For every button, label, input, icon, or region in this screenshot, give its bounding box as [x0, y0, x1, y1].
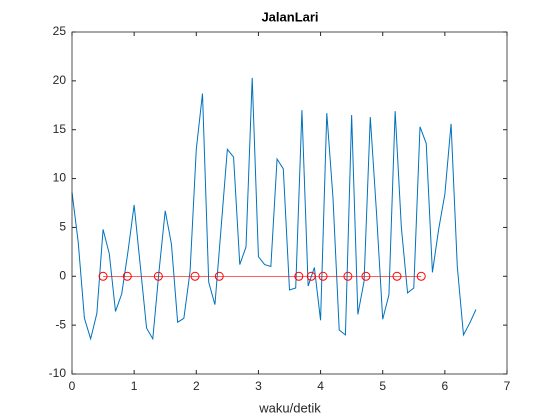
y-tick-label: -5	[55, 317, 66, 331]
x-tick-label: 3	[255, 379, 262, 393]
plot-area	[72, 32, 507, 374]
marker	[361, 271, 371, 281]
marker	[122, 271, 132, 281]
x-tick-label: 0	[69, 379, 76, 393]
marker	[153, 271, 163, 281]
y-tick-label: 5	[59, 220, 66, 234]
y-tick-label: 15	[53, 122, 67, 136]
marker	[214, 271, 224, 281]
x-axis-label: waku/detik	[258, 400, 321, 415]
marker	[343, 271, 353, 281]
y-tick-label: -10	[49, 366, 67, 380]
y-tick-label: 0	[59, 268, 66, 282]
x-tick-label: 6	[442, 379, 449, 393]
marker	[294, 271, 304, 281]
marker	[98, 271, 108, 281]
series-line	[71, 77, 477, 341]
marker	[416, 271, 426, 281]
y-tick-label: 20	[53, 73, 67, 87]
marker	[190, 271, 200, 281]
y-tick-label: 25	[53, 24, 67, 38]
chart-title: JalanLari	[261, 9, 318, 24]
x-tick-label: 7	[504, 379, 511, 393]
x-tick-label: 2	[193, 379, 200, 393]
marker	[318, 271, 328, 281]
y-tick-label: 10	[53, 171, 67, 185]
x-tick-label: 1	[131, 379, 138, 393]
x-tick-label: 4	[317, 379, 324, 393]
marker	[392, 271, 402, 281]
axes-box	[71, 31, 508, 375]
marker	[306, 271, 316, 281]
x-tick-label: 5	[379, 379, 386, 393]
